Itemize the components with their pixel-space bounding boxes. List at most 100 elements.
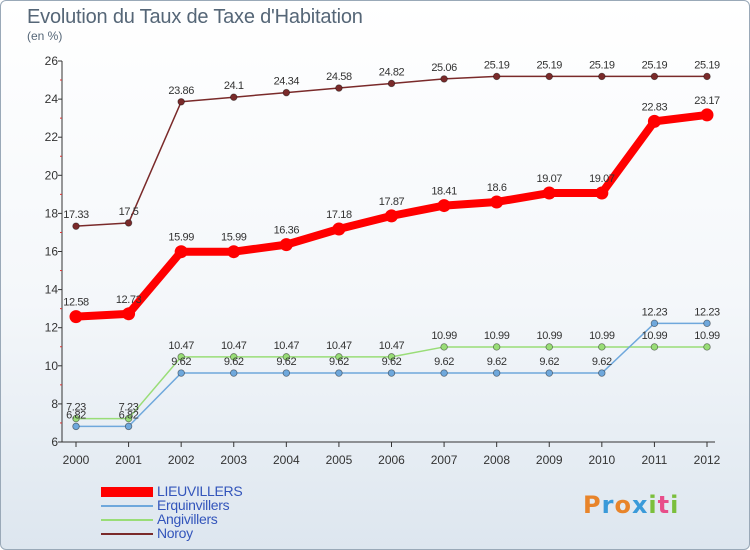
data-label-erquinvillers: 9.62 [224, 356, 244, 368]
data-label-lieuvillers: 15.99 [221, 232, 247, 244]
data-label-lieuvillers: 16.36 [274, 225, 300, 237]
data-label-lieuvillers: 18.6 [487, 182, 507, 194]
data-label-erquinvillers: 6.82 [66, 409, 86, 421]
data-label-erquinvillers: 9.62 [276, 356, 296, 368]
data-point-noroy [72, 222, 80, 230]
data-point-angivillers [124, 414, 133, 423]
data-point-erquinvillers [650, 319, 659, 328]
data-label-lieuvillers: 18.41 [431, 186, 457, 198]
legend-swatch [101, 519, 153, 521]
data-label-angivillers: 10.99 [431, 330, 457, 342]
data-point-erquinvillers [492, 369, 501, 377]
data-label-noroy: 25.19 [484, 59, 510, 71]
data-label-erquinvillers: 9.62 [171, 356, 191, 368]
data-label-angivillers: 10.99 [536, 330, 562, 342]
data-point-lieuvillers [700, 108, 714, 122]
data-point-noroy [440, 75, 448, 83]
data-point-lieuvillers [69, 310, 83, 324]
data-point-angivillers [598, 343, 606, 351]
x-tick-label: 2003 [220, 453, 247, 467]
data-label-angivillers: 10.99 [484, 330, 510, 342]
data-point-erquinvillers [335, 369, 343, 377]
data-label-angivillers: 10.99 [589, 330, 615, 342]
logo-letter: t [657, 491, 671, 519]
data-point-angivillers [703, 343, 711, 351]
data-point-lieuvillers [647, 114, 661, 128]
data-point-noroy [282, 88, 291, 97]
data-label-angivillers: 10.47 [168, 340, 194, 352]
y-tick-label: 24 [45, 92, 59, 106]
logo-letter: o [614, 491, 632, 519]
data-label-noroy: 25.06 [431, 62, 457, 74]
data-point-noroy [387, 79, 396, 88]
data-point-lieuvillers [385, 209, 398, 223]
legend-label: Angivillers [157, 511, 218, 527]
data-point-angivillers [177, 353, 185, 361]
x-tick-label: 2002 [168, 453, 195, 467]
data-label-angivillers: 10.47 [326, 340, 352, 352]
data-point-erquinvillers [598, 369, 606, 377]
y-tick-label: 20 [45, 168, 59, 182]
x-tick-label: 2012 [694, 453, 721, 467]
data-label-erquinvillers: 9.62 [487, 356, 507, 368]
data-point-erquinvillers [703, 319, 711, 328]
data-label-noroy: 23.86 [168, 85, 194, 97]
x-tick-label: 2006 [378, 453, 405, 467]
data-point-lieuvillers [595, 186, 609, 200]
data-point-erquinvillers [72, 422, 80, 431]
x-tick-label: 2005 [326, 453, 353, 467]
logo-letter: i [670, 491, 680, 519]
y-tick-label: 6 [51, 435, 58, 449]
legend-label: LIEUVILLERS [157, 483, 243, 499]
x-tick-label: 2001 [115, 453, 142, 467]
data-label-noroy: 17.5 [119, 206, 139, 218]
data-point-erquinvillers [387, 369, 396, 377]
data-label-angivillers: 7.23 [66, 402, 86, 414]
data-label-angivillers: 10.99 [642, 330, 668, 342]
chart-unit-label: (en %) [27, 29, 63, 43]
data-point-angivillers [545, 343, 553, 351]
logo-letter: P [583, 491, 602, 519]
data-label-noroy: 25.19 [589, 59, 615, 71]
x-tick-label: 2011 [642, 453, 668, 467]
data-label-lieuvillers: 17.87 [379, 196, 405, 208]
data-label-angivillers: 10.47 [221, 340, 247, 352]
data-label-erquinvillers: 6.82 [119, 409, 139, 421]
data-label-angivillers: 10.99 [694, 330, 720, 342]
data-point-erquinvillers [177, 369, 185, 377]
data-label-noroy: 24.1 [224, 80, 244, 92]
x-tick-label: 2007 [431, 453, 458, 467]
legend-label: Erquinvillers [157, 497, 230, 513]
x-tick-label: 2000 [63, 453, 90, 467]
data-point-angivillers [282, 353, 291, 361]
data-point-noroy [650, 72, 659, 81]
legend-swatch [101, 487, 153, 497]
x-tick-label: 2010 [588, 453, 615, 467]
data-label-noroy: 24.58 [326, 71, 352, 83]
data-point-noroy [230, 93, 238, 101]
data-label-noroy: 25.19 [536, 59, 562, 71]
y-tick-label: 16 [45, 245, 59, 259]
data-label-noroy: 25.19 [642, 59, 668, 71]
data-label-lieuvillers: 12.73 [116, 294, 142, 306]
legend-label: Noroy [157, 525, 193, 541]
data-label-noroy: 24.82 [379, 66, 405, 78]
data-point-lieuvillers [122, 307, 136, 321]
data-point-angivillers [230, 353, 238, 361]
y-tick-label: 14 [45, 283, 59, 297]
x-tick-label: 2004 [273, 453, 300, 467]
data-label-lieuvillers: 15.99 [168, 232, 194, 244]
data-point-angivillers [72, 414, 80, 423]
data-label-lieuvillers: 22.83 [642, 101, 668, 113]
data-label-noroy: 25.19 [694, 59, 720, 71]
data-label-lieuvillers: 12.58 [63, 297, 89, 309]
data-label-erquinvillers: 12.23 [694, 306, 720, 318]
legend-swatch [101, 505, 153, 507]
data-label-erquinvillers: 9.62 [382, 356, 402, 368]
data-point-noroy [598, 72, 606, 81]
data-point-erquinvillers [124, 422, 133, 431]
data-label-angivillers: 7.23 [119, 402, 139, 414]
y-tick-label: 12 [45, 321, 59, 335]
data-label-erquinvillers: 9.62 [592, 356, 612, 368]
